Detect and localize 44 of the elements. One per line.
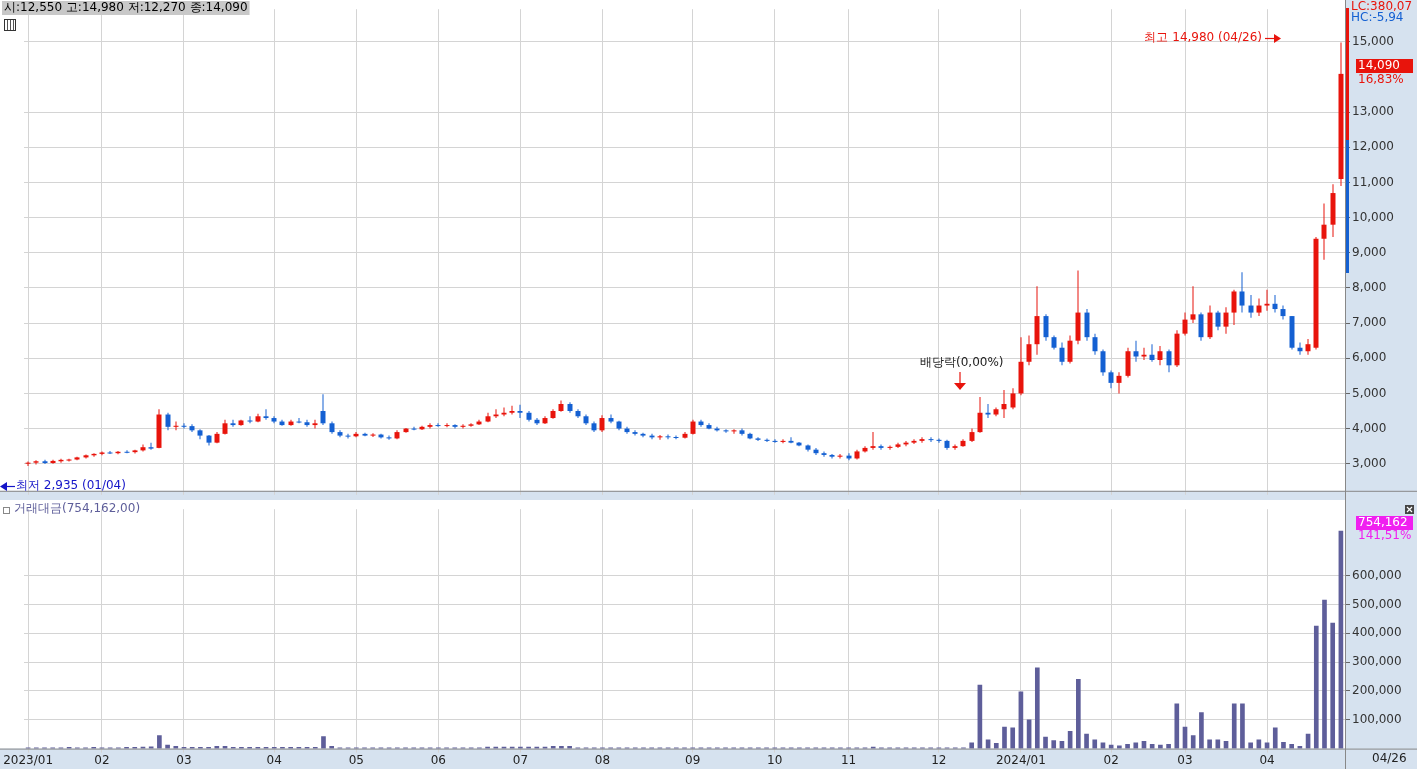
y-tick-label: 5,000: [1352, 385, 1387, 400]
y-tick-label: 4,000: [1352, 420, 1387, 435]
y-tick-label: 7,000: [1352, 315, 1387, 330]
y-tick-label: 600,000: [1352, 567, 1402, 582]
y-tick-label: 8,000: [1352, 280, 1387, 295]
x-tick-label: 05: [348, 752, 364, 767]
y-tick-label: 13,000: [1352, 104, 1394, 119]
x-tick-label: 02: [94, 752, 110, 767]
text: 14,090: [1358, 58, 1400, 73]
y-tick-label: 500,000: [1352, 596, 1402, 611]
y-tick-label: 200,000: [1352, 683, 1402, 698]
y-tick-label: 9,000: [1352, 244, 1387, 259]
x-tick-label: 04: [1259, 752, 1275, 767]
y-tick-label: 100,000: [1352, 711, 1402, 726]
x-tick-label: 03: [1177, 752, 1193, 767]
text: 754,162: [1358, 515, 1408, 530]
x-tick-label: 02: [1103, 752, 1119, 767]
text: 141,51%: [1358, 528, 1412, 543]
chart-title: 거래대금(754,162,00): [14, 501, 141, 516]
annotation: 시:12,550 고:14,980 저:12,270 종:14,090: [4, 0, 248, 15]
annotation: 최저 2,935 (01/04): [16, 478, 126, 493]
y-tick-label: 6,000: [1352, 350, 1387, 365]
x-tick-label: 11: [840, 752, 857, 767]
annotation: 배당락(0,00%): [920, 355, 1004, 370]
y-tick-label: 11,000: [1352, 174, 1394, 189]
x-tick-label: 04: [266, 752, 282, 767]
y-tick-label: 15,000: [1352, 34, 1394, 49]
y-tick-label: 12,000: [1352, 139, 1394, 154]
x-tick-label: 07: [512, 752, 529, 767]
y-tick-label: 3,000: [1352, 455, 1387, 470]
x-tick-label: 09: [685, 752, 701, 767]
y-tick-label: 300,000: [1352, 654, 1402, 669]
x-tick-label: 10: [767, 752, 783, 767]
x-tick-label: 08: [594, 752, 611, 767]
text: 04/26: [1372, 751, 1407, 766]
text: 16,83%: [1358, 72, 1404, 87]
x-tick-label: 06: [430, 752, 446, 767]
x-tick-label: 03: [176, 752, 192, 767]
y-tick-label: 400,000: [1352, 625, 1402, 640]
annotation: 최고 14,980 (04/26): [1144, 30, 1262, 45]
x-tick-label: 2023/01: [3, 752, 54, 767]
x-tick-label: 12: [931, 752, 947, 767]
x-tick-label: 2024/01: [995, 752, 1046, 767]
y-tick-label: 10,000: [1352, 209, 1394, 224]
